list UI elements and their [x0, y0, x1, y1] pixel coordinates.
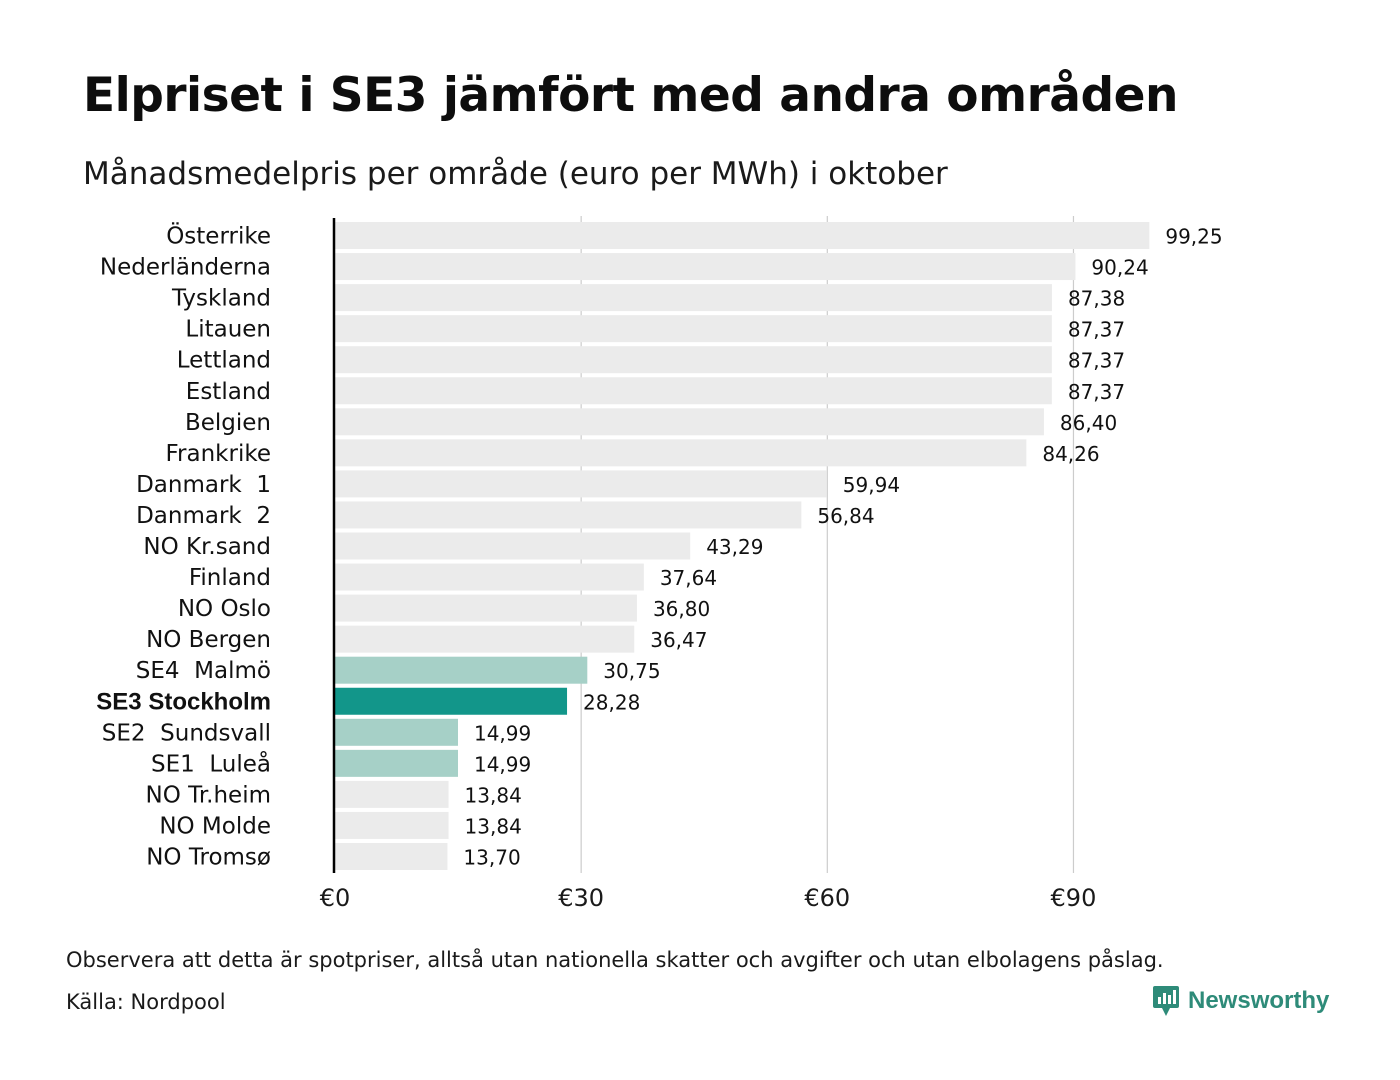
- category-label: NO Oslo: [178, 596, 271, 622]
- value-label: 87,37: [1068, 349, 1125, 373]
- x-axis-tick-labels: €0 €30 €60 €90: [320, 884, 1097, 912]
- category-label: Litauen: [185, 317, 271, 343]
- value-label: 90,24: [1091, 256, 1148, 280]
- category-label: SE4 Malmö: [136, 658, 271, 684]
- category-label: Finland: [189, 565, 271, 591]
- category-label: NO Kr.sand: [143, 534, 271, 560]
- value-label: 87,38: [1068, 287, 1125, 311]
- bar: [335, 687, 568, 715]
- category-label: SE3 Stockholm: [96, 688, 271, 715]
- bar: [335, 253, 1076, 281]
- bar: [335, 811, 449, 839]
- category-label: NO Molde: [159, 813, 271, 839]
- chart-title: Elpriset i SE3 jämfört med andra områden: [83, 68, 1178, 123]
- category-label: Tyskland: [171, 286, 271, 312]
- category-labels: Österrike Nederländerna Tyskland Litauen Let…: [96, 222, 271, 871]
- category-label: SE1 Luleå: [151, 749, 271, 777]
- value-label: 14,99: [474, 721, 531, 745]
- category-label: Estland: [186, 379, 271, 405]
- value-label: 87,37: [1068, 380, 1125, 404]
- value-label: 56,84: [817, 504, 874, 528]
- value-label: 13,84: [465, 783, 522, 807]
- value-label: 43,29: [706, 535, 763, 559]
- bar: [335, 780, 449, 808]
- x-tick-label: €30: [558, 884, 604, 912]
- value-label: 99,25: [1165, 225, 1222, 249]
- bar: [335, 718, 458, 746]
- category-label: NO Tr.heim: [146, 782, 271, 808]
- value-labels: 99,25 90,24 87,38 87,37 87,37 87,37 86,40 84,26…: [463, 225, 1222, 870]
- bar: [335, 284, 1052, 312]
- category-label: Danmark 1: [136, 472, 271, 498]
- category-label: Nederländerna: [100, 255, 271, 281]
- bar: [335, 346, 1052, 374]
- value-label: 13,84: [465, 814, 522, 838]
- category-label: Belgien: [185, 410, 271, 436]
- bar: [335, 470, 827, 498]
- source-credit: Källa: Nordpool: [66, 990, 226, 1014]
- category-label: Danmark 2: [136, 503, 271, 529]
- category-label: SE2 Sundsvall: [102, 720, 271, 746]
- bar: [335, 625, 635, 653]
- bar: [335, 315, 1052, 343]
- chart-subtitle: Månadsmedelpris per område (euro per MWh…: [83, 156, 948, 192]
- value-label: 13,70: [463, 846, 520, 870]
- x-tick-label: €90: [1051, 884, 1097, 912]
- value-label: 14,99: [474, 752, 531, 776]
- category-label: Lettland: [177, 348, 271, 374]
- bar: [335, 377, 1052, 405]
- value-label: 86,40: [1060, 411, 1117, 435]
- brand-name: Newsworthy: [1188, 987, 1330, 1014]
- footnote: Observera att detta är spotpriser, allts…: [66, 948, 1164, 972]
- category-label: NO Bergen: [146, 627, 271, 653]
- category-label: NO Tromsø: [146, 845, 271, 871]
- bar: [335, 439, 1027, 467]
- bar: [335, 594, 637, 622]
- bar: [335, 532, 691, 560]
- brand-logo: Newsworthy: [1152, 984, 1329, 1018]
- value-label: 36,47: [650, 628, 707, 652]
- x-tick-label: €0: [320, 884, 351, 912]
- value-label: 84,26: [1042, 442, 1099, 466]
- category-label: Österrike: [166, 222, 271, 250]
- category-label: Frankrike: [166, 441, 272, 467]
- bar: [335, 408, 1044, 436]
- value-label: 37,64: [660, 566, 717, 590]
- value-label: 28,28: [583, 690, 640, 714]
- bar-chart: 99,25 90,24 87,38 87,37 87,37 87,37 86,40 84,26…: [96, 216, 1223, 912]
- value-label: 36,80: [653, 597, 710, 621]
- bar: [335, 563, 644, 591]
- bar: [335, 749, 458, 777]
- value-label: 87,37: [1068, 318, 1125, 342]
- x-tick-label: €60: [804, 884, 850, 912]
- bar: [335, 843, 448, 870]
- bars: [335, 222, 1150, 870]
- value-label: 30,75: [603, 659, 660, 683]
- value-label: 59,94: [843, 473, 900, 497]
- newsworthy-logo-icon: [1153, 986, 1179, 1016]
- bar: [335, 501, 802, 529]
- bar: [335, 656, 588, 684]
- bar: [335, 222, 1150, 249]
